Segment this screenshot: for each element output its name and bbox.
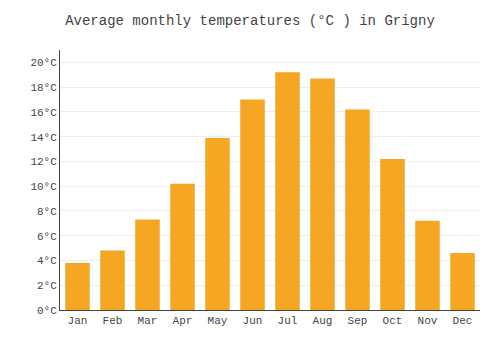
svg-text:Oct: Oct (383, 315, 403, 327)
svg-text:Nov: Nov (418, 315, 438, 327)
svg-text:Mar: Mar (138, 315, 158, 327)
svg-text:0°C: 0°C (37, 305, 57, 317)
svg-text:12°C: 12°C (30, 156, 57, 168)
svg-text:10°C: 10°C (30, 181, 57, 193)
svg-text:Apr: Apr (173, 315, 193, 327)
svg-text:6°C: 6°C (37, 231, 57, 243)
svg-text:18°C: 18°C (30, 82, 57, 94)
svg-text:Sep: Sep (348, 315, 368, 327)
svg-text:May: May (208, 315, 228, 327)
svg-text:20°C: 20°C (30, 57, 57, 69)
svg-text:Average monthly temperatures (: Average monthly temperatures (°C ) in Gr… (65, 13, 435, 29)
svg-text:Jun: Jun (243, 315, 263, 327)
svg-text:2°C: 2°C (37, 280, 57, 292)
svg-text:8°C: 8°C (37, 206, 57, 218)
svg-text:Aug: Aug (313, 315, 333, 327)
svg-text:14°C: 14°C (30, 132, 57, 144)
svg-text:4°C: 4°C (37, 255, 57, 267)
svg-text:Jul: Jul (278, 315, 298, 327)
svg-text:Feb: Feb (103, 315, 123, 327)
svg-text:Dec: Dec (453, 315, 473, 327)
svg-text:16°C: 16°C (30, 107, 57, 119)
svg-text:Jan: Jan (68, 315, 88, 327)
